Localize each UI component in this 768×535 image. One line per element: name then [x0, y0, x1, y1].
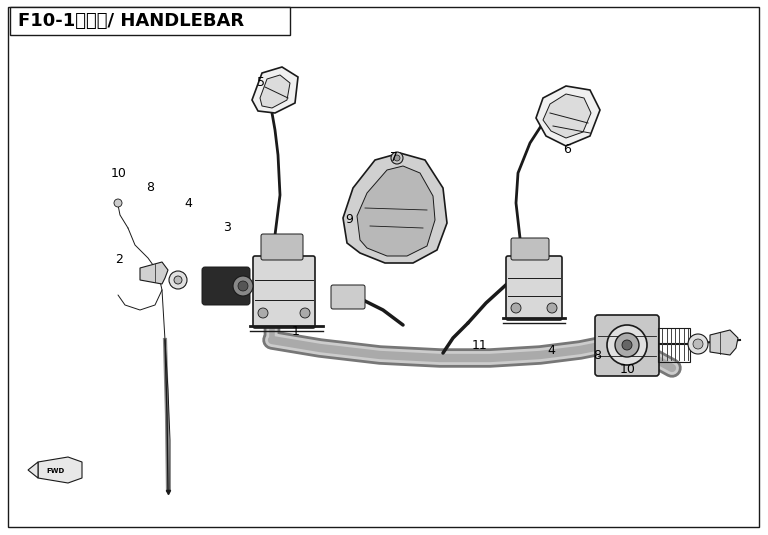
Circle shape	[238, 281, 248, 291]
Circle shape	[622, 340, 632, 350]
Circle shape	[547, 303, 557, 313]
Circle shape	[688, 334, 708, 354]
Bar	[10, 7, 290, 35]
Circle shape	[258, 308, 268, 318]
FancyBboxPatch shape	[331, 285, 365, 309]
Circle shape	[300, 308, 310, 318]
Circle shape	[174, 276, 182, 284]
Polygon shape	[710, 330, 738, 355]
Circle shape	[169, 271, 187, 289]
FancyBboxPatch shape	[595, 315, 659, 376]
Text: 2: 2	[115, 253, 123, 266]
Circle shape	[394, 155, 400, 161]
Text: 1: 1	[292, 325, 300, 338]
Text: 10: 10	[111, 167, 127, 180]
Text: 8: 8	[594, 349, 601, 362]
Circle shape	[511, 303, 521, 313]
Text: 7: 7	[390, 151, 398, 164]
Polygon shape	[260, 75, 290, 108]
Text: 4: 4	[548, 344, 555, 357]
Polygon shape	[536, 86, 600, 146]
Polygon shape	[140, 262, 168, 284]
Text: 10: 10	[620, 363, 635, 376]
Circle shape	[693, 339, 703, 349]
Text: 3: 3	[223, 221, 230, 234]
Text: 9: 9	[346, 213, 353, 226]
Polygon shape	[343, 153, 447, 263]
FancyBboxPatch shape	[261, 234, 303, 260]
Circle shape	[268, 269, 276, 277]
Polygon shape	[38, 457, 82, 483]
Circle shape	[114, 199, 122, 207]
Bar	[658, 328, 690, 362]
FancyBboxPatch shape	[202, 267, 250, 305]
Circle shape	[391, 152, 403, 164]
Text: 4: 4	[184, 197, 192, 210]
Text: F10-1方向把/ HANDLEBAR: F10-1方向把/ HANDLEBAR	[18, 12, 244, 30]
Text: FWD: FWD	[46, 468, 64, 474]
FancyBboxPatch shape	[253, 256, 315, 328]
Circle shape	[607, 325, 647, 365]
Polygon shape	[543, 94, 591, 138]
Circle shape	[522, 266, 530, 274]
Polygon shape	[357, 166, 435, 256]
FancyBboxPatch shape	[511, 238, 549, 260]
Text: 8: 8	[147, 181, 154, 194]
Text: 5: 5	[257, 77, 265, 89]
Circle shape	[615, 333, 639, 357]
Polygon shape	[252, 67, 298, 113]
Text: 6: 6	[563, 143, 571, 156]
Text: 11: 11	[472, 339, 488, 351]
FancyBboxPatch shape	[506, 256, 562, 320]
Circle shape	[233, 276, 253, 296]
Polygon shape	[28, 462, 38, 478]
